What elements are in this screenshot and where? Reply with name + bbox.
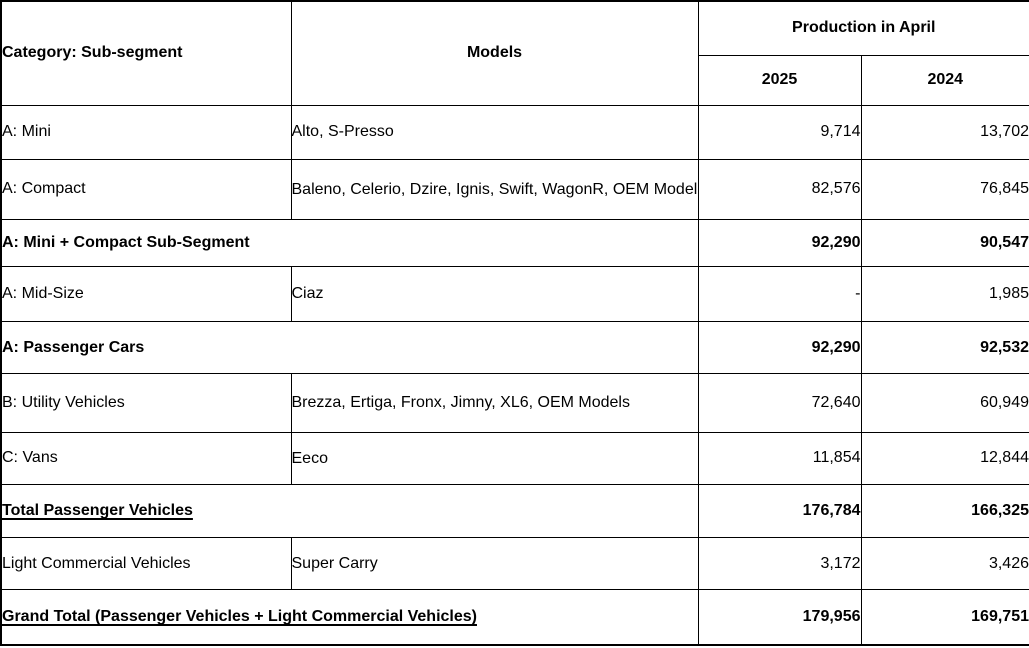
models-cell: Ciaz [290,266,699,323]
value-2025-cell: 9,714 [697,104,862,160]
row-mini-plus-compact-subtotal: A: Mini + Compact Sub-Segment 92,290 90,… [0,218,1029,268]
header-category-sub-segment: Category: Sub-segment [0,0,292,106]
category-cell: A: Mini [0,104,292,160]
row-total-passenger-vehicles: Total Passenger Vehicles 176,784 166,325 [0,483,1029,539]
value-2025-cell: 179,956 [697,589,862,646]
category-cell: A: Mid-Size [0,266,292,323]
category-cell: Light Commercial Vehicles [0,537,292,591]
subtotal-label-cell: A: Passenger Cars [0,321,699,375]
category-cell: A: Compact [0,158,292,220]
value-2024-cell: 60,949 [860,373,1029,433]
header-models: Models [290,0,699,106]
total-label-cell: Total Passenger Vehicles [0,483,699,539]
models-cell: Super Carry [290,537,699,591]
value-2025-cell: - [697,266,862,323]
row-a-mid-size: A: Mid-Size Ciaz - 1,985 [0,266,1029,323]
row-a-mini: A: Mini Alto, S-Presso 9,714 13,702 [0,104,1029,160]
row-c-vans: C: Vans Eeco 11,854 12,844 [0,431,1029,485]
value-2024-cell: 1,985 [860,266,1029,323]
value-2024-cell: 12,844 [860,431,1029,485]
value-2025-cell: 3,172 [697,537,862,591]
models-cell: Brezza, Ertiga, Fronx, Jimny, XL6, OEM M… [290,373,699,433]
value-2025-cell: 72,640 [697,373,862,433]
row-a-passenger-cars-subtotal: A: Passenger Cars 92,290 92,532 [0,321,1029,375]
header-row-years: 2025 2024 [1,54,1029,106]
subtotal-label-cell: A: Mini + Compact Sub-Segment [0,218,699,268]
header-row-top: Category: Sub-segment Models Production … [0,0,1029,106]
value-2024-cell: 90,547 [860,218,1029,268]
value-2025-cell: 176,784 [697,483,862,539]
category-cell: B: Utility Vehicles [0,373,292,433]
value-2025-cell: 92,290 [697,321,862,375]
header-production-in-april: Production in April [697,0,1029,56]
row-b-utility-vehicles: B: Utility Vehicles Brezza, Ertiga, Fron… [0,373,1029,433]
value-2024-cell: 76,845 [860,158,1029,220]
header-year-2024: 2024 [860,54,1029,106]
row-light-commercial-vehicles: Light Commercial Vehicles Super Carry 3,… [0,537,1029,591]
value-2025-cell: 11,854 [697,431,862,485]
models-cell: Alto, S-Presso [290,104,699,160]
value-2024-cell: 3,426 [860,537,1029,591]
grand-total-label-cell: Grand Total (Passenger Vehicles + Light … [0,589,699,646]
value-2024-cell: 92,532 [860,321,1029,375]
value-2024-cell: 169,751 [860,589,1029,646]
row-grand-total: Grand Total (Passenger Vehicles + Light … [0,589,1029,646]
value-2024-cell: 166,325 [860,483,1029,539]
value-2024-cell: 13,702 [860,104,1029,160]
header-year-2025: 2025 [697,54,862,106]
row-a-compact: A: Compact Baleno, Celerio, Dzire, Ignis… [0,158,1029,220]
models-cell: Baleno, Celerio, Dzire, Ignis, Swift, Wa… [290,158,699,220]
value-2025-cell: 82,576 [697,158,862,220]
models-cell: Eeco [290,431,699,485]
category-cell: C: Vans [0,431,292,485]
value-2025-cell: 92,290 [697,218,862,268]
